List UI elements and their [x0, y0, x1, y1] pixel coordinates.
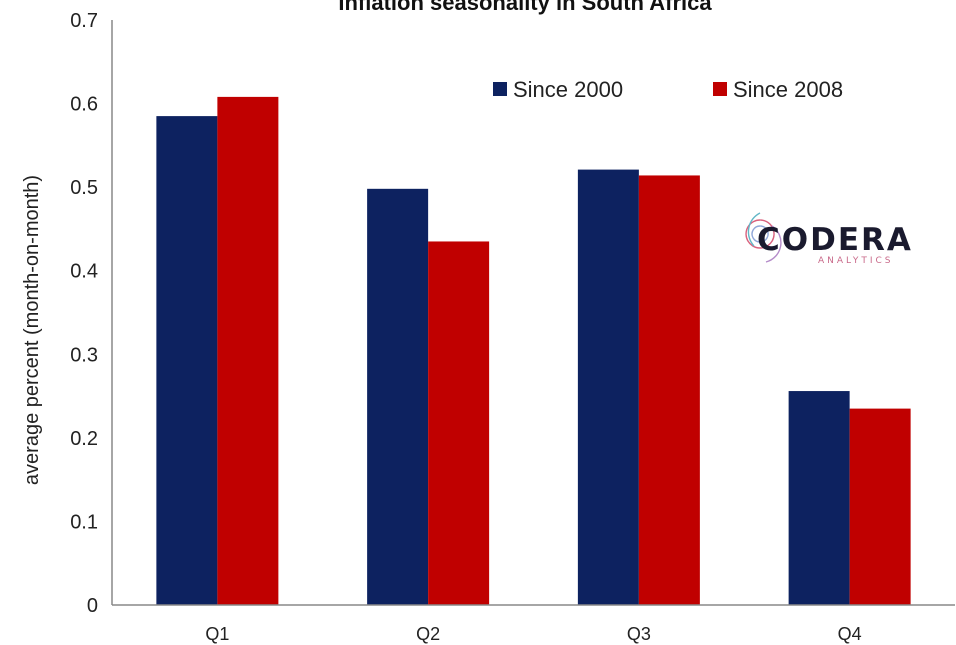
- legend: Since 2000 Since 2008: [493, 77, 843, 102]
- legend-label: Since 2008: [733, 77, 843, 102]
- chart-title: Inflation seasonality in South Africa: [338, 0, 712, 15]
- y-tick-label: 0.5: [70, 177, 98, 199]
- legend-swatch: [493, 82, 507, 96]
- x-category-label: Q3: [627, 624, 651, 644]
- y-tick-label: 0.4: [70, 261, 98, 283]
- bar-q3-series-1: [577, 169, 639, 606]
- logo-tagline: ANALYTICS: [818, 256, 894, 266]
- x-category-label: Q1: [205, 624, 229, 644]
- legend-label: Since 2000: [513, 77, 623, 102]
- bar-q1-series-2: [217, 96, 279, 605]
- logo-name: CODERA: [757, 222, 913, 258]
- bar-q2-series-2: [428, 241, 490, 605]
- y-tick-label: 0.1: [70, 511, 98, 533]
- y-axis-label: average percent (month-on-month): [21, 175, 43, 485]
- y-tick-label: 0.2: [70, 428, 98, 450]
- fingerprint-icon: [745, 212, 782, 263]
- bar-q2-series-1: [367, 188, 429, 606]
- y-tick-label: 0.3: [70, 344, 98, 366]
- bars: [156, 96, 911, 606]
- codera-logo: CODERA ANALYTICS: [745, 212, 913, 266]
- y-tick-label: 0.7: [70, 10, 98, 32]
- legend-swatch: [713, 82, 727, 96]
- x-category-label: Q2: [416, 624, 440, 644]
- x-category-label: Q4: [838, 624, 862, 644]
- bar-q4-series-2: [849, 408, 911, 605]
- y-axis-ticks: 0 0.1 0.2 0.3 0.4 0.5 0.6 0.7: [70, 10, 98, 617]
- y-tick-label: 0.6: [70, 94, 98, 116]
- bar-q1-series-1: [156, 116, 218, 605]
- bar-q4-series-1: [788, 391, 850, 605]
- bar-q3-series-2: [638, 175, 700, 605]
- y-tick-label: 0: [87, 595, 98, 617]
- x-axis-categories: Q1 Q2 Q3 Q4: [205, 624, 861, 644]
